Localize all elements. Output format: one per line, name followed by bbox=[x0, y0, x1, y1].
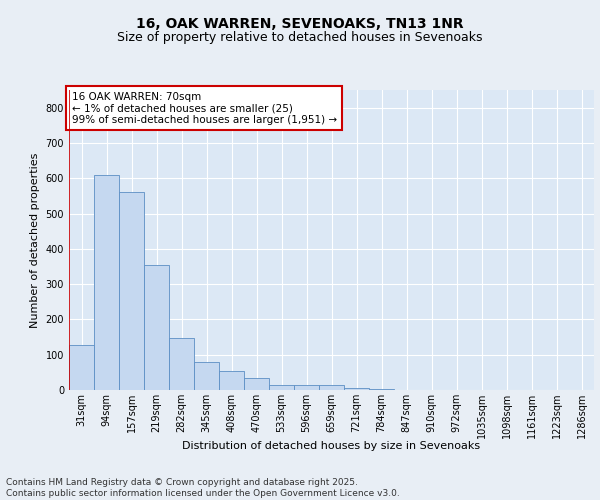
Bar bbox=[169, 338, 194, 390]
Bar bbox=[194, 362, 219, 390]
Bar bbox=[69, 345, 94, 390]
Bar bbox=[144, 264, 169, 390]
Bar bbox=[269, 384, 294, 390]
Bar bbox=[319, 386, 344, 390]
Bar bbox=[219, 370, 244, 390]
Y-axis label: Number of detached properties: Number of detached properties bbox=[30, 152, 40, 328]
Text: Contains HM Land Registry data © Crown copyright and database right 2025.
Contai: Contains HM Land Registry data © Crown c… bbox=[6, 478, 400, 498]
Bar bbox=[369, 389, 394, 390]
Bar bbox=[94, 176, 119, 390]
X-axis label: Distribution of detached houses by size in Sevenoaks: Distribution of detached houses by size … bbox=[182, 441, 481, 451]
Text: 16, OAK WARREN, SEVENOAKS, TN13 1NR: 16, OAK WARREN, SEVENOAKS, TN13 1NR bbox=[136, 18, 464, 32]
Bar bbox=[344, 388, 369, 390]
Bar bbox=[244, 378, 269, 390]
Bar bbox=[119, 192, 144, 390]
Bar bbox=[294, 386, 319, 390]
Text: Size of property relative to detached houses in Sevenoaks: Size of property relative to detached ho… bbox=[117, 31, 483, 44]
Text: 16 OAK WARREN: 70sqm
← 1% of detached houses are smaller (25)
99% of semi-detach: 16 OAK WARREN: 70sqm ← 1% of detached ho… bbox=[71, 92, 337, 124]
